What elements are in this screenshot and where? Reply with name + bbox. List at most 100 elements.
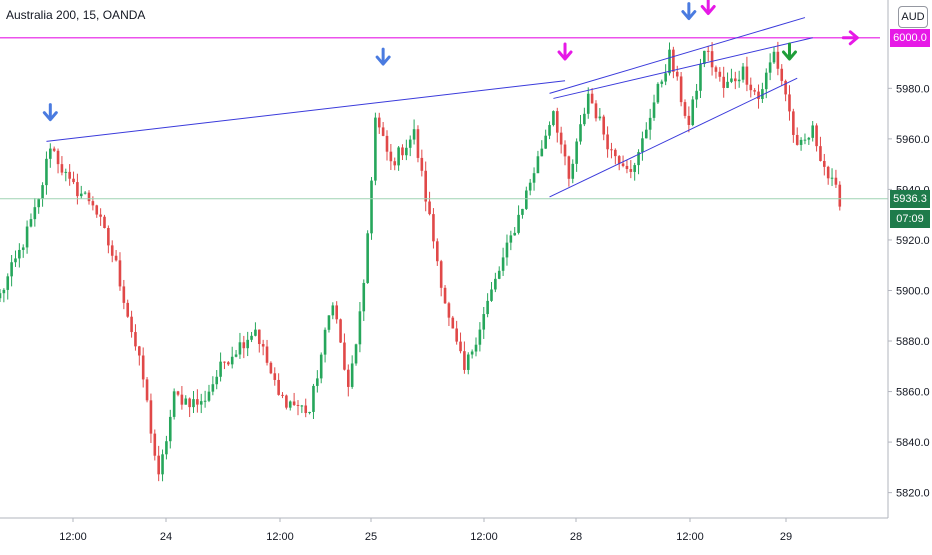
candle-body (354, 344, 358, 364)
candle-body (265, 346, 269, 363)
candle-body (772, 51, 776, 63)
candle-body (107, 228, 110, 246)
candle-body (660, 81, 664, 84)
candle-body (830, 177, 834, 179)
candle-body (416, 129, 420, 158)
time-tick-label: 12:00 (266, 531, 294, 543)
candle-body (230, 356, 234, 365)
candle-body (172, 391, 176, 417)
candle-body (176, 391, 180, 395)
candle-body (695, 90, 698, 100)
candle-body (45, 158, 48, 186)
candle-body (648, 117, 652, 130)
candle-body (683, 102, 687, 116)
candle-body (768, 62, 772, 73)
candle-body (563, 144, 567, 157)
trendline (549, 77, 798, 198)
time-tick-label: 12:00 (676, 531, 704, 543)
candle-body (87, 192, 91, 202)
candle-body (199, 401, 203, 405)
candle-body (114, 255, 118, 261)
candle-body (29, 219, 33, 227)
candle-body (761, 89, 764, 99)
candle-body (2, 289, 6, 294)
candle-body (544, 135, 547, 149)
candle-body (68, 171, 71, 179)
candle-body (374, 117, 377, 181)
candle-body (381, 127, 385, 136)
candle-body (559, 132, 563, 145)
candle-body (64, 171, 68, 173)
down-arrow-head (700, 5, 716, 16)
candle-body (614, 149, 617, 157)
time-tick-label: 29 (780, 531, 792, 543)
candle-body (184, 398, 188, 405)
price-tick-label: 5960.0 (896, 134, 930, 146)
candle-body (490, 289, 493, 301)
down-arrow-head (781, 50, 797, 61)
candle-body (710, 51, 714, 68)
candle-body (803, 139, 807, 141)
candle-body (223, 361, 226, 363)
candle-body (215, 376, 219, 385)
candle-body (21, 247, 25, 250)
candle-body (517, 214, 520, 233)
candle-body (737, 79, 741, 82)
candle-body (664, 73, 667, 82)
candle-body (126, 302, 130, 317)
candle-body (118, 260, 122, 287)
candle-body (811, 125, 814, 138)
candle-body (757, 91, 760, 99)
candle-body (482, 314, 486, 330)
candle-body (153, 433, 157, 456)
right-arrow-head (848, 30, 859, 46)
candle-body (703, 50, 706, 64)
candle-body (792, 111, 795, 135)
candle-body (10, 262, 13, 277)
candle-body (180, 394, 184, 405)
candle-body (644, 129, 648, 139)
candle-body (776, 51, 780, 69)
candle-body (246, 339, 249, 349)
candle-body (49, 148, 52, 159)
candle-body (269, 362, 273, 374)
currency-button[interactable]: AUD (898, 6, 928, 28)
time-tick-label: 25 (365, 531, 377, 543)
candle-body (610, 149, 613, 151)
candle-body (784, 80, 787, 95)
candle-body (586, 93, 590, 114)
candle-body (714, 67, 718, 72)
candle-body (436, 241, 439, 262)
candle-body (370, 180, 373, 234)
candle-body (679, 76, 683, 103)
trendline (549, 17, 806, 94)
candle-body (130, 316, 133, 333)
candle-body (145, 379, 149, 401)
candle-body (401, 147, 404, 156)
candle-body (277, 379, 280, 395)
candle-body (238, 342, 242, 355)
candle-body (207, 391, 211, 401)
candle-body (439, 261, 443, 288)
candle-body (397, 147, 400, 166)
candle-body (161, 454, 164, 475)
candle-body (389, 151, 393, 162)
candle-body (83, 192, 87, 194)
candle-body (254, 329, 257, 336)
candle-body (637, 152, 640, 166)
candle-body (312, 385, 315, 412)
down-arrow-head (681, 10, 697, 21)
candle-body (192, 399, 195, 408)
candle-body (672, 49, 675, 72)
candle-body (339, 319, 342, 343)
candle-body (706, 50, 710, 52)
candle-body (168, 416, 172, 442)
price-tick-label: 5920.0 (896, 235, 930, 247)
candle-body (815, 125, 818, 147)
candle-body (753, 90, 756, 92)
candle-body (583, 113, 586, 125)
candle-body (149, 400, 153, 434)
candle-body (749, 84, 753, 91)
